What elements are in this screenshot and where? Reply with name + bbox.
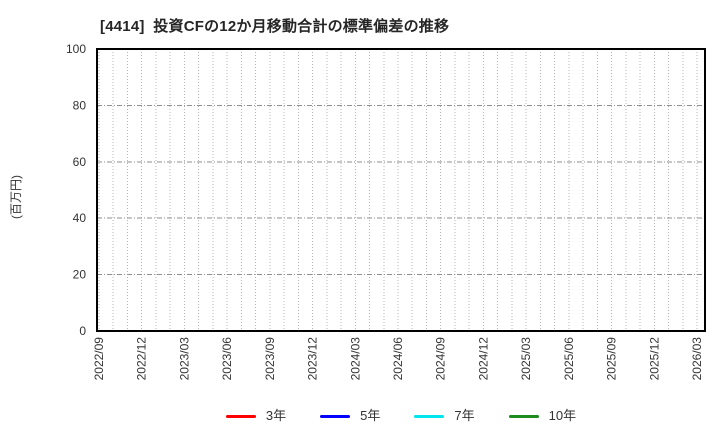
x-tick-label: 2023/09 bbox=[263, 337, 277, 381]
y-tick-label: 40 bbox=[73, 211, 87, 225]
y-tick-label: 0 bbox=[79, 324, 86, 338]
x-tick-label: 2025/06 bbox=[562, 337, 576, 381]
x-tick-label: 2024/09 bbox=[434, 337, 448, 381]
x-tick-label: 2023/06 bbox=[220, 337, 234, 381]
legend-item-3y: 3年 bbox=[225, 406, 287, 426]
y-tick-label: 60 bbox=[73, 155, 87, 169]
y-tick-label: 80 bbox=[73, 98, 87, 112]
x-tick-label: 2023/03 bbox=[177, 337, 191, 381]
x-tick-label: 2023/12 bbox=[306, 337, 320, 381]
x-tick-label: 2025/09 bbox=[605, 337, 619, 381]
x-tick-label: 2022/12 bbox=[135, 337, 149, 381]
legend-label-10y: 10年 bbox=[548, 408, 577, 423]
plot-border bbox=[96, 48, 706, 332]
y-tick-label: 100 bbox=[66, 42, 86, 56]
legend-line-3y-icon bbox=[225, 414, 256, 418]
legend-item-5y: 5年 bbox=[320, 406, 380, 426]
legend-label-5y: 5年 bbox=[360, 408, 381, 423]
x-tick-label: 2024/12 bbox=[476, 337, 490, 381]
legend-label-3y: 3年 bbox=[265, 408, 287, 423]
x-tick-label: 2026/03 bbox=[690, 337, 704, 381]
x-tick-label: 2025/12 bbox=[647, 337, 661, 381]
x-tick-label: 2025/03 bbox=[519, 337, 533, 381]
legend: 3年 5年 7年 10年 bbox=[97, 405, 705, 427]
chart-title: [4414] 投資CFの12か月移動合計の標準偏差の推移 bbox=[100, 18, 450, 35]
x-tick-label: 2022/09 bbox=[92, 337, 106, 381]
legend-item-10y: 10年 bbox=[508, 406, 577, 426]
x-tick-label: 2024/03 bbox=[348, 337, 362, 381]
y-tick-label: 20 bbox=[73, 268, 87, 282]
y-axis-title: (百万円) bbox=[9, 175, 23, 219]
legend-label-7y: 7年 bbox=[454, 408, 475, 423]
legend-line-7y-icon bbox=[414, 414, 445, 418]
x-tick-label: 2024/06 bbox=[391, 337, 405, 381]
legend-line-10y-icon bbox=[508, 414, 539, 418]
legend-line-5y-icon bbox=[320, 414, 351, 418]
legend-item-7y: 7年 bbox=[414, 406, 475, 426]
